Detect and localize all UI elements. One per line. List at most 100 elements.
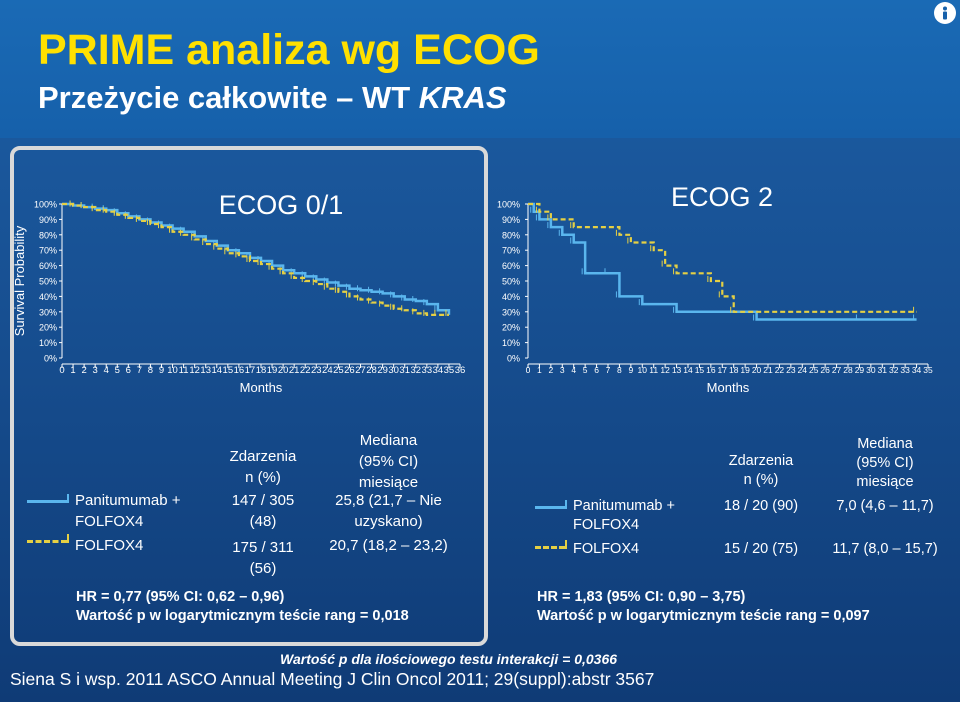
x-tick-label: 18 [256, 365, 267, 376]
page-subtitle: Przeżycie całkowite – WT KRAS [38, 80, 507, 116]
y-tick-label: 10% [39, 338, 57, 348]
x-tick-label: 36 [455, 365, 466, 376]
x-tick-label: 27 [832, 365, 842, 375]
x-tick-label: 14 [211, 365, 222, 376]
x-tick-label: 16 [706, 365, 716, 375]
y-tick-label: 30% [502, 307, 520, 317]
series-line-folfox4 [528, 202, 917, 313]
x-tick-label: 2 [548, 365, 553, 375]
left-row2-label: FOLFOX4 [75, 537, 144, 554]
x-tick-label: 35 [444, 365, 455, 376]
x-tick-label: 28 [843, 365, 853, 375]
x-tick-label: 15 [695, 365, 705, 375]
x-tick-label: 28 [366, 365, 377, 376]
right-hr: HR = 1,83 (95% CI: 0,90 – 3,75) [537, 589, 746, 605]
x-tick-label: 18 [729, 365, 739, 375]
page-title: PRIME analiza wg ECOG [38, 26, 540, 74]
right-row2-events: 15 / 20 (75) [723, 541, 799, 557]
x-tick-label: 21 [763, 365, 773, 375]
x-tick-label: 0 [526, 365, 531, 375]
x-tick-label: 23 [786, 365, 796, 375]
right-row2-median: 11,7 (8,0 – 15,7) [832, 541, 938, 557]
x-tick-label: 34 [912, 365, 922, 375]
x-tick-label: 5 [115, 365, 120, 376]
right-row1-events: 18 / 20 (90) [723, 498, 799, 514]
x-tick-label: 13 [200, 365, 211, 376]
series-line-panitumumab [528, 202, 917, 321]
y-tick-label: 100% [497, 200, 520, 210]
x-tick-label: 3 [93, 365, 98, 376]
series-line-folfox4 [62, 202, 449, 316]
x-tick-label: 6 [594, 365, 599, 375]
left-row2-events: 175 / 311 (56) [232, 539, 294, 577]
x-tick-label: 20 [752, 365, 762, 375]
x-tick-label: 33 [422, 365, 433, 376]
left-row2-median: 20,7 (18,2 – 23,2) [329, 537, 448, 554]
x-tick-label: 20 [278, 365, 289, 376]
chart-ecog2: 0%10%20%30%40%50%60%70%80%90%100%0 1 2 3 4 5 6… [497, 200, 922, 375]
y-axis-label: Survival Probability [12, 225, 27, 336]
left-pvalue: Wartość p w logarytmicznym teście rang =… [76, 608, 409, 624]
y-tick-label: 80% [502, 230, 520, 240]
logo-icon [934, 2, 956, 24]
x-tick-label: 2 [81, 365, 86, 376]
y-tick-label: 70% [39, 246, 57, 256]
y-tick-label: 40% [502, 292, 520, 302]
x-tick-label: 30 [388, 365, 399, 376]
interaction-test-note: Wartość p dla ilościowego testu interakc… [280, 651, 618, 667]
x-tick-label: 26 [820, 365, 830, 375]
x-tick-label: 5 [583, 365, 588, 375]
y-tick-label: 100% [34, 200, 57, 210]
x-tick-label: 30 [866, 365, 876, 375]
y-tick-label: 10% [502, 338, 520, 348]
y-tick-label: 90% [502, 215, 520, 225]
x-tick-label: 26 [344, 365, 355, 376]
left-legend-folfox [27, 534, 69, 543]
right-col-median-header: Mediana (95% CI) miesiące [856, 436, 914, 490]
right-col-events-header: Zdarzenia n (%) [728, 453, 794, 488]
x-tick-label: 15 [223, 365, 234, 376]
y-tick-label: 80% [39, 230, 57, 240]
x-tick-label: 10 [638, 365, 648, 375]
y-tick-label: 50% [39, 277, 57, 287]
y-tick-label: 90% [39, 215, 57, 225]
x-tick-label: 7 [606, 365, 611, 375]
x-tick-label: 1 [537, 365, 542, 375]
chart-ecog01: 0%10%20%30%40%50%60%70%80%90%100%0 1 2 3 4 5 6… [12, 190, 466, 395]
left-row1-median: 25,8 (21,7 – Nie uzyskano) [335, 492, 442, 530]
citation: Siena S i wsp. 2011 ASCO Annual Meeting … [10, 669, 655, 689]
x-tick-label: 17 [718, 365, 728, 375]
y-tick-label: 30% [39, 307, 57, 317]
right-row1-label: Panitumumab + FOLFOX4 [573, 498, 675, 533]
y-tick-label: 70% [502, 246, 520, 256]
subtitle-gene: KRAS [418, 80, 507, 115]
right-legend-panitumumab [535, 500, 567, 509]
x-tick-label: 12 [189, 365, 200, 376]
y-tick-label: 50% [502, 277, 520, 287]
x-tick-label: 10 [167, 365, 178, 376]
subtitle-text: Przeżycie całkowite – WT [38, 80, 419, 115]
right-legend-folfox [535, 540, 567, 549]
y-tick-label: 20% [39, 323, 57, 333]
right-pvalue: Wartość p w logarytmicznym teście rang =… [537, 608, 870, 624]
left-col-median-header: Mediana (95% CI) miesiące [358, 432, 419, 491]
left-col-events-header: Zdarzenia n (%) [229, 448, 297, 486]
x-tick-label: 11 [179, 365, 189, 376]
x-tick-label: 31 [878, 365, 888, 375]
x-tick-label: 11 [649, 365, 658, 375]
x-tick-label: 29 [855, 365, 865, 375]
left-legend-panitumumab [27, 494, 69, 503]
x-tick-label: 17 [245, 365, 256, 376]
chart-title: ECOG 0/1 [219, 190, 344, 220]
x-tick-label: 8 [148, 365, 153, 376]
x-tick-label: 19 [267, 365, 278, 376]
x-tick-label: 6 [126, 365, 131, 376]
x-tick-label: 9 [628, 365, 633, 375]
x-tick-label: 24 [798, 365, 808, 375]
x-axis-label: Months [240, 380, 283, 395]
x-tick-label: 25 [809, 365, 819, 375]
y-tick-label: 0% [44, 354, 57, 364]
y-tick-label: 20% [502, 323, 520, 333]
y-tick-label: 60% [502, 261, 520, 271]
x-tick-label: 19 [740, 365, 750, 375]
